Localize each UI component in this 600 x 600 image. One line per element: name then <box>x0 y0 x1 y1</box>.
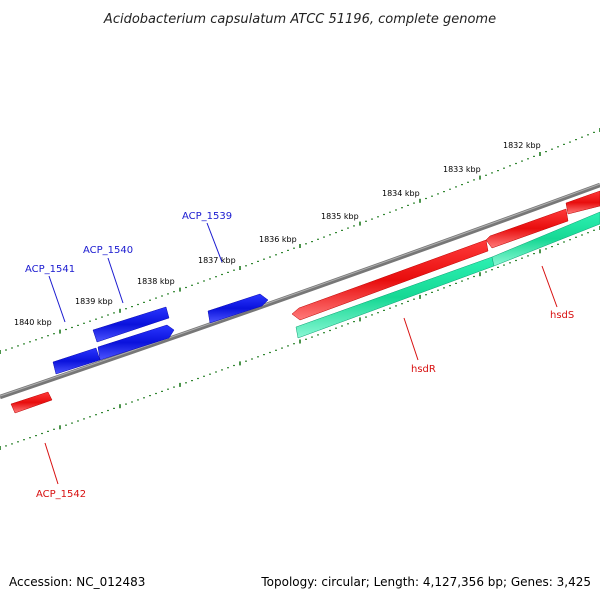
gene-label-acp1542[interactable]: ACP_1542 <box>36 489 86 500</box>
gene-label-hsdS[interactable]: hsdS <box>550 310 574 321</box>
label-leaders <box>44 222 558 485</box>
scale-label-1833: 1833 kbp <box>443 165 481 174</box>
gene-acp1539[interactable] <box>207 293 269 324</box>
scale-label-1837: 1837 kbp <box>198 256 236 265</box>
gene-hsdS[interactable] <box>485 208 569 249</box>
scale-label-1836: 1836 kbp <box>259 235 297 244</box>
map-title: Acidobacterium capsulatum ATCC 51196, co… <box>103 12 496 27</box>
cds-hsdR[interactable] <box>295 256 495 339</box>
scale-label-1832: 1832 kbp <box>503 141 541 150</box>
gene-acp1540b[interactable] <box>97 324 175 361</box>
genome-backbone <box>0 182 600 400</box>
gene-right-edge[interactable] <box>565 190 600 215</box>
gene-acp1542[interactable] <box>10 391 53 414</box>
scale-label-1838: 1838 kbp <box>137 277 175 286</box>
gene-label-hsdR[interactable]: hsdR <box>411 364 436 375</box>
forward-scale-ticks <box>0 128 600 354</box>
scale-label-1839: 1839 kbp <box>75 297 113 306</box>
scale-label-1834: 1834 kbp <box>382 189 420 198</box>
cds-hsdS[interactable] <box>491 211 600 267</box>
gene-label-acp1540[interactable]: ACP_1540 <box>83 245 133 256</box>
accession-text: Accession: NC_012483 <box>9 575 145 589</box>
reverse-scale-ticks <box>0 226 600 450</box>
gene-hsdR[interactable] <box>291 239 489 321</box>
scale-label-1840: 1840 kbp <box>14 318 52 327</box>
scale-labels: 1832 kbp 1833 kbp 1834 kbp 1835 kbp 1836… <box>14 141 541 327</box>
genome-backbone-highlight <box>0 183 600 397</box>
gene-acp1541[interactable] <box>52 347 101 375</box>
genome-summary-text: Topology: circular; Length: 4,127,356 bp… <box>260 575 591 589</box>
gene-label-acp1539[interactable]: ACP_1539 <box>182 211 232 222</box>
scale-label-1835: 1835 kbp <box>321 212 359 221</box>
gene-label-acp1541[interactable]: ACP_1541 <box>25 264 75 275</box>
gene-acp1540[interactable] <box>92 306 170 343</box>
